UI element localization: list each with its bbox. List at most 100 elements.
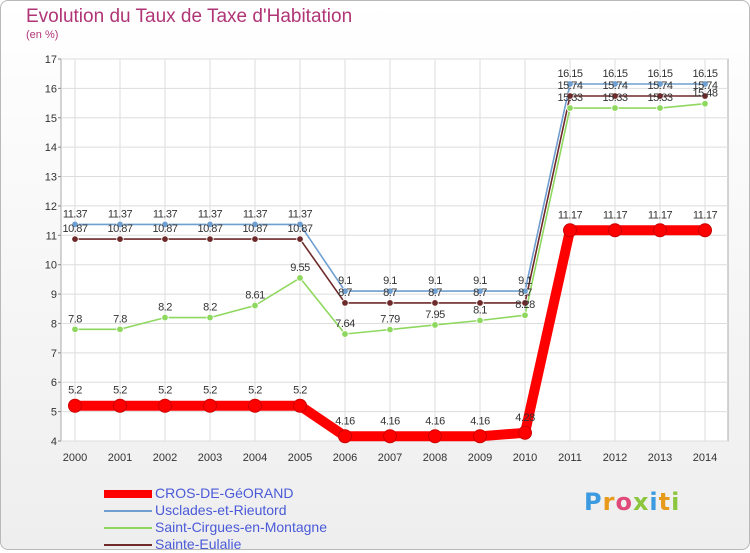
data-label: 5.2 (248, 385, 262, 397)
data-point (296, 235, 304, 243)
data-point (116, 220, 124, 229)
data-point (341, 330, 349, 338)
data-point (653, 223, 667, 238)
data-label: 9.55 (290, 262, 310, 274)
data-point (116, 325, 124, 334)
data-point (161, 235, 169, 243)
data-label: 4.16 (335, 415, 355, 427)
x-tick-label: 2003 (198, 452, 222, 464)
chart-title: Evolution du Taux de Taxe d'Habitation (26, 6, 353, 27)
data-point (248, 398, 262, 413)
data-point (566, 92, 574, 100)
y-tick-label: 6 (51, 377, 57, 389)
data-label: 10.87 (197, 223, 222, 235)
data-label: 15.74 (692, 80, 717, 92)
data-label: 5.2 (68, 385, 82, 397)
data-label: 15.74 (602, 80, 627, 92)
data-point (158, 398, 172, 413)
x-tick-label: 2001 (108, 452, 132, 464)
data-label: 7.64 (335, 318, 355, 330)
legend-swatch (104, 510, 152, 512)
x-tick-label: 2010 (513, 452, 537, 464)
data-point (293, 398, 307, 413)
data-point (251, 220, 259, 229)
data-point (206, 313, 214, 322)
x-tick-label: 2009 (468, 452, 492, 464)
data-point (386, 325, 394, 334)
x-tick-label: 2013 (648, 452, 672, 464)
y-tick-label: 16 (45, 83, 57, 95)
data-label: 8.2 (203, 302, 217, 314)
data-point (428, 429, 442, 444)
y-tick-label: 10 (45, 260, 57, 272)
data-point (431, 321, 439, 329)
data-point (161, 313, 169, 322)
data-point (518, 425, 532, 440)
proxiti-logo: Proxiti (584, 488, 681, 516)
data-label: 15.33 (602, 92, 627, 104)
data-label: 8.1 (473, 305, 487, 317)
y-tick-label: 14 (45, 142, 57, 154)
data-label: 4.16 (380, 415, 400, 427)
y-tick-label: 11 (46, 230, 57, 242)
x-tick-label: 2014 (693, 452, 717, 464)
data-label: 11.37 (288, 208, 313, 220)
data-label: 15.74 (647, 80, 672, 92)
data-label: 16.15 (647, 68, 672, 80)
data-point (71, 235, 79, 243)
data-label: 16.15 (692, 68, 717, 80)
data-label: 8.2 (158, 302, 172, 314)
y-tick-label: 7 (51, 348, 57, 360)
data-label: 15.48 (692, 88, 717, 100)
data-point (116, 235, 124, 243)
legend-swatch (104, 544, 152, 546)
data-label: 5.2 (113, 385, 127, 397)
data-point (341, 287, 349, 295)
data-label: 10.87 (287, 223, 312, 235)
data-label: 11.37 (63, 208, 88, 220)
data-label: 16.15 (557, 68, 582, 80)
legend-label: CROS-DE-GéORAND (155, 485, 294, 501)
series-points (68, 80, 712, 444)
data-label: 9.1 (518, 275, 532, 287)
y-tick-label: 5 (51, 407, 57, 419)
data-point (521, 287, 529, 295)
data-point (68, 398, 82, 413)
data-point (203, 398, 217, 413)
data-label: 11.37 (108, 208, 133, 220)
data-label: 11.37 (198, 208, 223, 220)
data-point (296, 274, 304, 282)
data-label: 7.8 (68, 313, 82, 325)
legend-swatch (104, 490, 152, 498)
data-label: 8.7 (338, 287, 352, 299)
data-point (476, 316, 484, 325)
y-tick-label: 13 (45, 172, 57, 184)
y-tick-label: 17 (45, 54, 57, 66)
data-point (566, 80, 574, 88)
y-tick-label: 4 (51, 436, 57, 448)
data-label: 11.17 (558, 209, 583, 221)
y-axis-unit: (en %) (26, 29, 59, 41)
legend-swatch (104, 527, 152, 529)
data-point (251, 301, 259, 310)
legend-label: Saint-Cirgues-en-Montagne (155, 519, 327, 535)
data-label: 11.17 (648, 209, 673, 221)
x-tick-label: 2000 (63, 452, 87, 464)
data-label: 5.2 (293, 385, 307, 397)
data-label: 4.16 (470, 415, 490, 427)
data-point (206, 235, 214, 243)
data-label: 8.61 (245, 290, 265, 302)
data-label: 7.79 (380, 314, 400, 326)
data-label: 9.1 (338, 275, 352, 287)
data-label: 5.2 (203, 385, 217, 397)
data-point (113, 398, 127, 413)
data-point (566, 104, 574, 112)
legend-label: Usclades-et-Rieutord (155, 502, 287, 518)
data-label: 5.2 (158, 385, 172, 397)
data-point (431, 299, 439, 307)
data-point (701, 99, 709, 108)
data-point (473, 429, 487, 444)
data-point (608, 223, 622, 238)
data-point (476, 299, 484, 307)
legend-label: Sainte-Eulalie (155, 536, 242, 552)
